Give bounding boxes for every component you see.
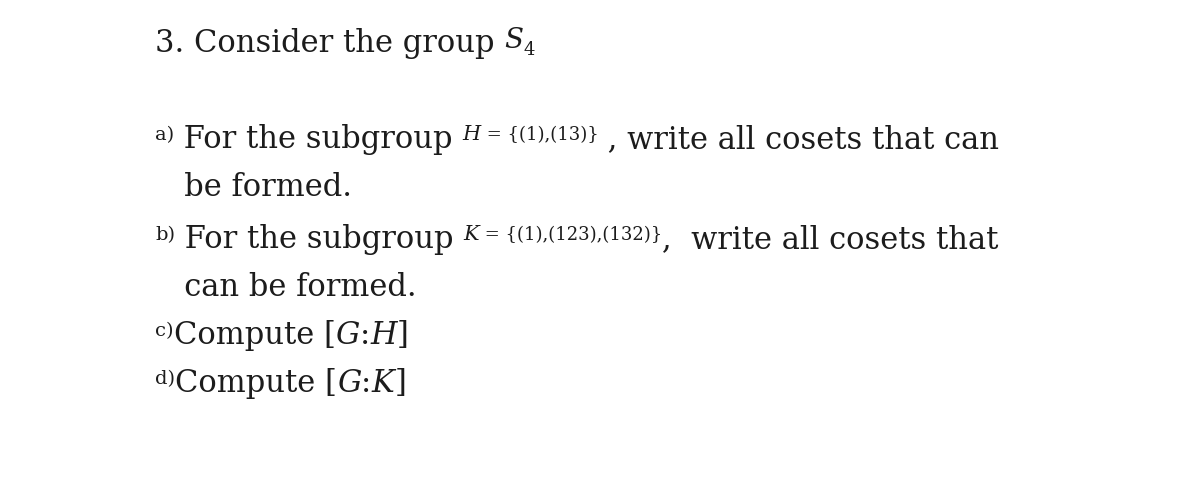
Text: K: K xyxy=(463,225,479,244)
Text: G: G xyxy=(337,368,361,399)
Text: can be formed.: can be formed. xyxy=(155,272,416,303)
Text: :: : xyxy=(360,320,370,351)
Text: Compute [: Compute [ xyxy=(174,320,335,351)
Text: H: H xyxy=(370,320,397,351)
Text: 4: 4 xyxy=(523,41,535,59)
Text: = {(1),(123),(132)}: = {(1),(123),(132)} xyxy=(479,226,662,244)
Text: For the subgroup: For the subgroup xyxy=(174,124,462,155)
Text: , write all cosets that can: , write all cosets that can xyxy=(599,124,1000,155)
Text: ]: ] xyxy=(397,320,408,351)
Text: b): b) xyxy=(155,226,175,244)
Text: be formed.: be formed. xyxy=(155,172,352,203)
Text: For the subgroup: For the subgroup xyxy=(175,224,463,255)
Text: a): a) xyxy=(155,126,174,144)
Text: G: G xyxy=(335,320,360,351)
Text: c): c) xyxy=(155,322,174,340)
Text: ,  write all cosets that: , write all cosets that xyxy=(662,224,998,255)
Text: K: K xyxy=(372,368,395,399)
Text: 3. Consider the group: 3. Consider the group xyxy=(155,28,504,59)
Text: ]: ] xyxy=(395,368,406,399)
Text: d): d) xyxy=(155,370,175,388)
Text: :: : xyxy=(361,368,372,399)
Text: Compute [: Compute [ xyxy=(175,368,337,399)
Text: H: H xyxy=(462,125,481,144)
Text: = {(1),(13)}: = {(1),(13)} xyxy=(481,126,599,144)
Text: S: S xyxy=(504,27,523,54)
